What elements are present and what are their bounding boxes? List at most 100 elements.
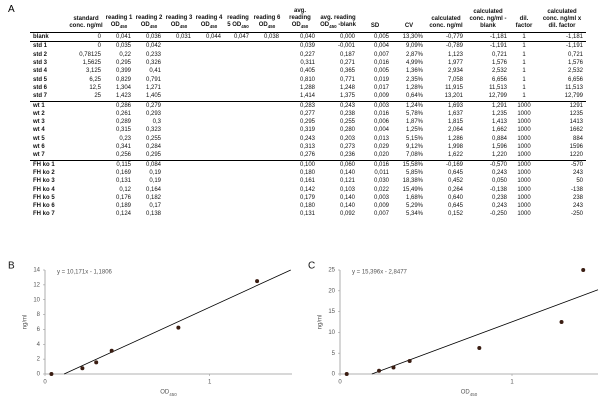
- trendline-equation: y = 10,171x - 1,1806: [57, 270, 113, 276]
- point: [109, 348, 114, 353]
- cell: 1000: [517, 186, 531, 193]
- cell: [164, 202, 194, 210]
- cell: [224, 92, 252, 102]
- cell: [252, 118, 282, 126]
- cell: 0,005: [373, 68, 389, 75]
- cell: [164, 59, 194, 67]
- cell: [164, 160, 194, 169]
- cell: 11,513: [489, 84, 507, 91]
- table-row: std 6 12,5 1,304 1,271 1,288 1,248 0,017 1,28% 1…: [30, 84, 586, 92]
- column-header: reading 1 OD450: [104, 8, 134, 34]
- cell: 0,640: [447, 194, 463, 201]
- cell: [164, 67, 194, 75]
- cell: 2,064: [447, 127, 463, 134]
- cell: [224, 169, 252, 177]
- column-header: SD: [358, 8, 392, 34]
- cell: 0,161: [299, 178, 315, 185]
- cell: [224, 59, 252, 67]
- cell: [252, 210, 282, 218]
- cell: [164, 118, 194, 126]
- cell: 0,169: [115, 169, 131, 176]
- cell: 1000: [517, 119, 531, 126]
- cell: 0,64%: [392, 92, 426, 102]
- cell: 1413: [569, 119, 583, 126]
- row-label: std 1: [33, 43, 48, 50]
- cell: [68, 101, 104, 110]
- cell: 0,264: [447, 186, 463, 193]
- row-label: FH ko 2: [33, 169, 55, 176]
- panel-label: A: [8, 4, 15, 15]
- row-label: wt 3: [33, 119, 45, 126]
- column-header: avg. reading OD450 -blank: [318, 8, 358, 34]
- row-label: FH ko 3: [33, 178, 55, 185]
- cell: [194, 169, 224, 177]
- cell: 1,220: [466, 151, 510, 161]
- cell: [224, 143, 252, 151]
- cell: 0,256: [104, 151, 134, 161]
- cell: [164, 177, 194, 185]
- y-tick-label: 6: [37, 327, 41, 333]
- row-label: FH ko 4: [33, 186, 55, 193]
- cell: 0,313: [299, 144, 315, 151]
- cell: [224, 101, 252, 110]
- cell: 1,414: [282, 92, 318, 102]
- cell: 0,180: [299, 169, 315, 176]
- point: [344, 372, 349, 376]
- cell: 0,319: [299, 127, 315, 134]
- cell: [252, 151, 282, 161]
- table-row: std 5 6,25 0,829 0,791 0,810 0,771 0,019 2,35% 7…: [30, 76, 586, 84]
- cell: 50: [576, 178, 583, 185]
- point: [49, 372, 54, 376]
- cell: 1: [522, 76, 526, 83]
- cell: [164, 76, 194, 84]
- table-row: FH ko 3 0,131 0,19 0,161 0,121 0,030 18,38% 0,4…: [30, 177, 586, 185]
- cell: 0,140: [339, 169, 355, 176]
- cell: 1: [522, 68, 526, 75]
- cell: 0,047: [224, 32, 252, 43]
- column-header: [30, 8, 68, 34]
- table-row: wt 1 0,286 0,279 0,283 0,243 0,003 1,24% 1,693 1…: [30, 101, 586, 110]
- y-axis-label: ng/ml: [318, 315, 324, 330]
- cell: 0,131: [299, 211, 315, 218]
- cell: [164, 110, 194, 118]
- cell: 1,235: [491, 110, 507, 117]
- cell: 1662: [569, 127, 583, 134]
- cell: 0,277: [299, 110, 315, 117]
- cell: 0,016: [373, 60, 389, 67]
- cell: 1000: [517, 144, 531, 151]
- data-table: standard conc. ng/ml reading 1 OD450 readi…: [30, 8, 586, 219]
- cell: 0,233: [145, 51, 161, 58]
- cell: 1235: [569, 110, 583, 117]
- cell: 1,5625: [82, 60, 101, 67]
- cell: [194, 118, 224, 126]
- cell: [252, 177, 282, 185]
- table-row: std 4 3,125 0,399 0,41 0,405 0,365 0,005 1,36% 2…: [30, 67, 586, 75]
- cell: [164, 210, 194, 218]
- cell: 0,039: [299, 43, 315, 50]
- cell: [164, 135, 194, 143]
- cell: [194, 59, 224, 67]
- point: [407, 359, 412, 363]
- y-tick-label: 15: [328, 309, 335, 315]
- cell: [252, 143, 282, 151]
- cell: [68, 110, 104, 118]
- cell: [252, 202, 282, 210]
- cell: [252, 169, 282, 177]
- cell: [68, 151, 104, 161]
- cell: [252, 76, 282, 84]
- cell: 0,78125: [79, 51, 101, 58]
- cell: 1,25%: [405, 127, 423, 134]
- column-header: calculated conc. ng/ml x dil. factor: [538, 8, 586, 34]
- point: [391, 365, 396, 370]
- cell: 5,78%: [405, 110, 423, 117]
- cell: [194, 177, 224, 185]
- column-header: calculated conc. ng/ml -blank: [466, 8, 510, 34]
- cell: [224, 84, 252, 92]
- cell: 0,3: [152, 119, 161, 126]
- cell: 0,829: [115, 76, 131, 83]
- cell: 2,934: [447, 68, 463, 75]
- cell: 0,273: [339, 144, 355, 151]
- cell: 5,85%: [405, 169, 423, 176]
- cell: 0,280: [339, 127, 355, 134]
- cell: 0,084: [145, 161, 161, 168]
